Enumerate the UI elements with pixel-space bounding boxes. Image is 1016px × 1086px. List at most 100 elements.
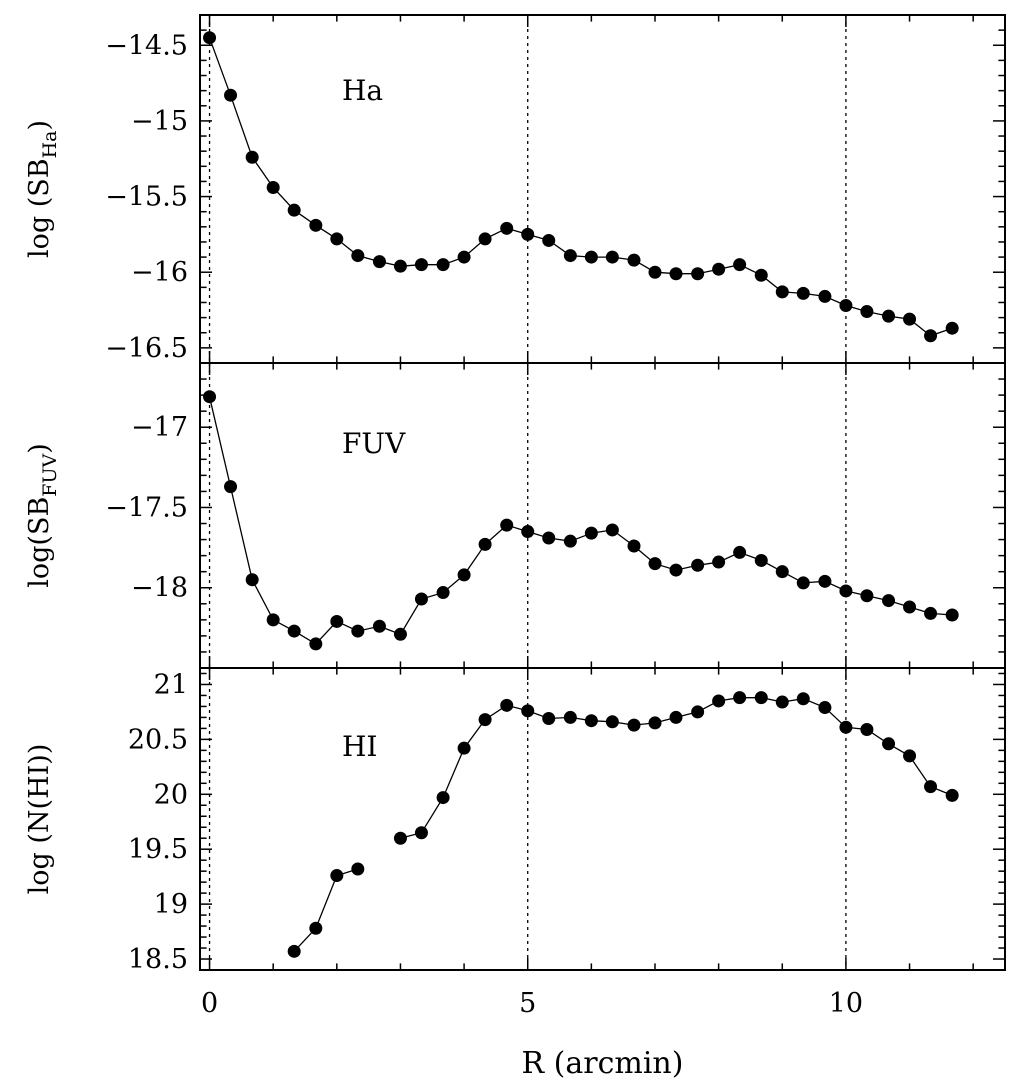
data-point-fuv (521, 525, 535, 539)
data-point-fuv (648, 557, 662, 571)
data-point-hi (796, 692, 810, 706)
data-point-ha (436, 258, 450, 272)
data-point-hi (669, 710, 683, 724)
data-point-ha (775, 285, 789, 299)
data-point-fuv (712, 555, 726, 569)
y-tick-label: −15.5 (105, 182, 188, 213)
y-axis-title-subscript: Ha (39, 131, 61, 159)
data-point-hi (436, 791, 450, 805)
data-point-fuv (775, 565, 789, 579)
y-tick-label: 18.5 (128, 944, 188, 975)
y-axis-title-text: log (SB (24, 158, 55, 258)
data-point-fuv (818, 574, 832, 588)
data-point-hi (775, 695, 789, 709)
panel-label-fuv: FUV (342, 427, 406, 460)
series-line-ha (208, 37, 953, 337)
x-tick-label: 5 (519, 988, 536, 1019)
data-point-hi (309, 921, 323, 935)
panel-frame (199, 362, 1006, 669)
data-point-fuv (691, 558, 705, 572)
data-point-fuv (266, 613, 280, 627)
y-tick-label: −18 (131, 573, 188, 604)
data-point-ha (882, 309, 896, 323)
data-point-hi (733, 691, 747, 705)
data-point-ha (224, 88, 238, 102)
y-tick-label: −15 (131, 106, 188, 137)
y-tick-label: −17 (131, 412, 188, 443)
y-axis-title-close: ) (24, 443, 55, 454)
data-point-fuv (882, 594, 896, 608)
data-point-fuv (839, 584, 853, 598)
data-point-ha (754, 268, 768, 282)
data-point-ha (393, 259, 407, 273)
data-point-ha (521, 227, 535, 241)
data-point-ha (860, 305, 874, 319)
panel-label-ha: Ha (342, 74, 383, 107)
data-point-fuv (584, 526, 598, 540)
data-point-ha (414, 258, 428, 272)
data-point-hi (860, 722, 874, 736)
y-tick-label: 20.5 (128, 724, 188, 755)
data-point-hi (712, 694, 726, 708)
data-point-fuv (224, 480, 238, 494)
panel-frame (199, 14, 1006, 364)
data-point-hi (691, 705, 705, 719)
data-point-hi (393, 831, 407, 845)
data-point-fuv (372, 619, 386, 633)
data-point-ha (203, 31, 217, 45)
data-point-fuv (457, 568, 471, 582)
data-point-hi (605, 715, 619, 729)
data-point-hi (500, 698, 514, 712)
data-point-fuv (414, 592, 428, 606)
data-point-ha (712, 262, 726, 276)
data-point-ha (457, 250, 471, 264)
data-point-hi (754, 691, 768, 705)
data-point-ha (351, 249, 365, 263)
data-point-ha (903, 312, 917, 326)
data-point-ha (818, 289, 832, 303)
y-axis-title-text: log (N(HI)) (24, 744, 55, 895)
y-tick-label: 19.5 (128, 834, 188, 865)
y-tick-label: −16.5 (105, 333, 188, 364)
data-point-hi (627, 718, 641, 732)
x-axis-title: R (arcmin) (522, 1046, 684, 1081)
panel-fuv: −17 −17.5 −18 log(SBFUV) FUV (24, 362, 1006, 669)
panel-label-hi: HI (342, 730, 377, 763)
data-point-ha (627, 253, 641, 267)
y-tick-label: 20 (154, 779, 188, 810)
data-point-hi (818, 701, 832, 715)
data-point-hi (924, 780, 938, 794)
data-point-fuv (478, 537, 492, 551)
data-point-ha (309, 218, 323, 232)
series-line-fuv (208, 396, 953, 645)
data-point-hi (839, 720, 853, 734)
data-point-ha (372, 255, 386, 269)
y-tick-label: −17.5 (105, 492, 188, 523)
data-point-ha (924, 329, 938, 343)
data-point-ha (733, 258, 747, 272)
series-line-hi (293, 868, 358, 952)
data-point-hi (945, 788, 959, 802)
data-point-hi (457, 741, 471, 755)
x-tick-label: 0 (201, 988, 218, 1019)
y-tick-label: 19 (154, 889, 188, 920)
x-tick-label: 10 (829, 988, 863, 1019)
data-point-ha (605, 250, 619, 264)
data-point-hi (287, 944, 301, 958)
data-point-fuv (754, 553, 768, 567)
data-point-ha (839, 299, 853, 313)
y-axis-title-fuv: log(SBFUV) (24, 443, 61, 588)
data-point-fuv (860, 589, 874, 603)
data-point-hi (584, 714, 598, 728)
data-point-ha (500, 221, 514, 235)
data-point-fuv (563, 534, 577, 548)
data-point-fuv (605, 523, 619, 537)
data-point-fuv (669, 563, 683, 577)
data-point-ha (330, 232, 344, 246)
y-axis-title-hi: log (N(HI)) (24, 744, 55, 895)
panel-hi: 18.5 19 19.5 20 20.5 21 log (N(HI)) HI (24, 667, 1006, 975)
y-axis-title-text: log(SB (24, 497, 55, 588)
data-point-fuv (796, 576, 810, 590)
data-point-ha (287, 203, 301, 217)
